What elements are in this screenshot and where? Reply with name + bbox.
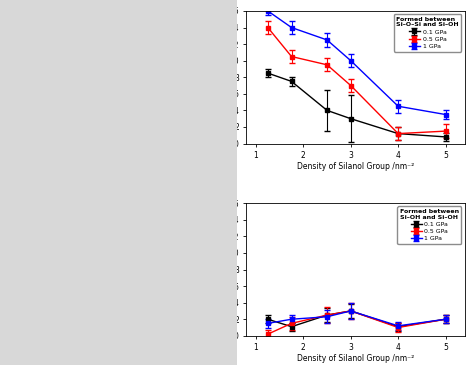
X-axis label: Density of Silanol Group /nm⁻²: Density of Silanol Group /nm⁻² <box>297 354 414 363</box>
Legend: 0.1 GPa, 0.5 GPa, 1 GPa: 0.1 GPa, 0.5 GPa, 1 GPa <box>397 206 461 244</box>
X-axis label: Density of Silanol Group /nm⁻²: Density of Silanol Group /nm⁻² <box>297 162 414 170</box>
Y-axis label: No. of Si–O–Si Bridge Bonds: No. of Si–O–Si Bridge Bonds <box>218 217 227 322</box>
Y-axis label: No. of Si–O–Si Bridge Bonds: No. of Si–O–Si Bridge Bonds <box>218 24 227 130</box>
Legend: 0.1 GPa, 0.5 GPa, 1 GPa: 0.1 GPa, 0.5 GPa, 1 GPa <box>394 14 461 51</box>
